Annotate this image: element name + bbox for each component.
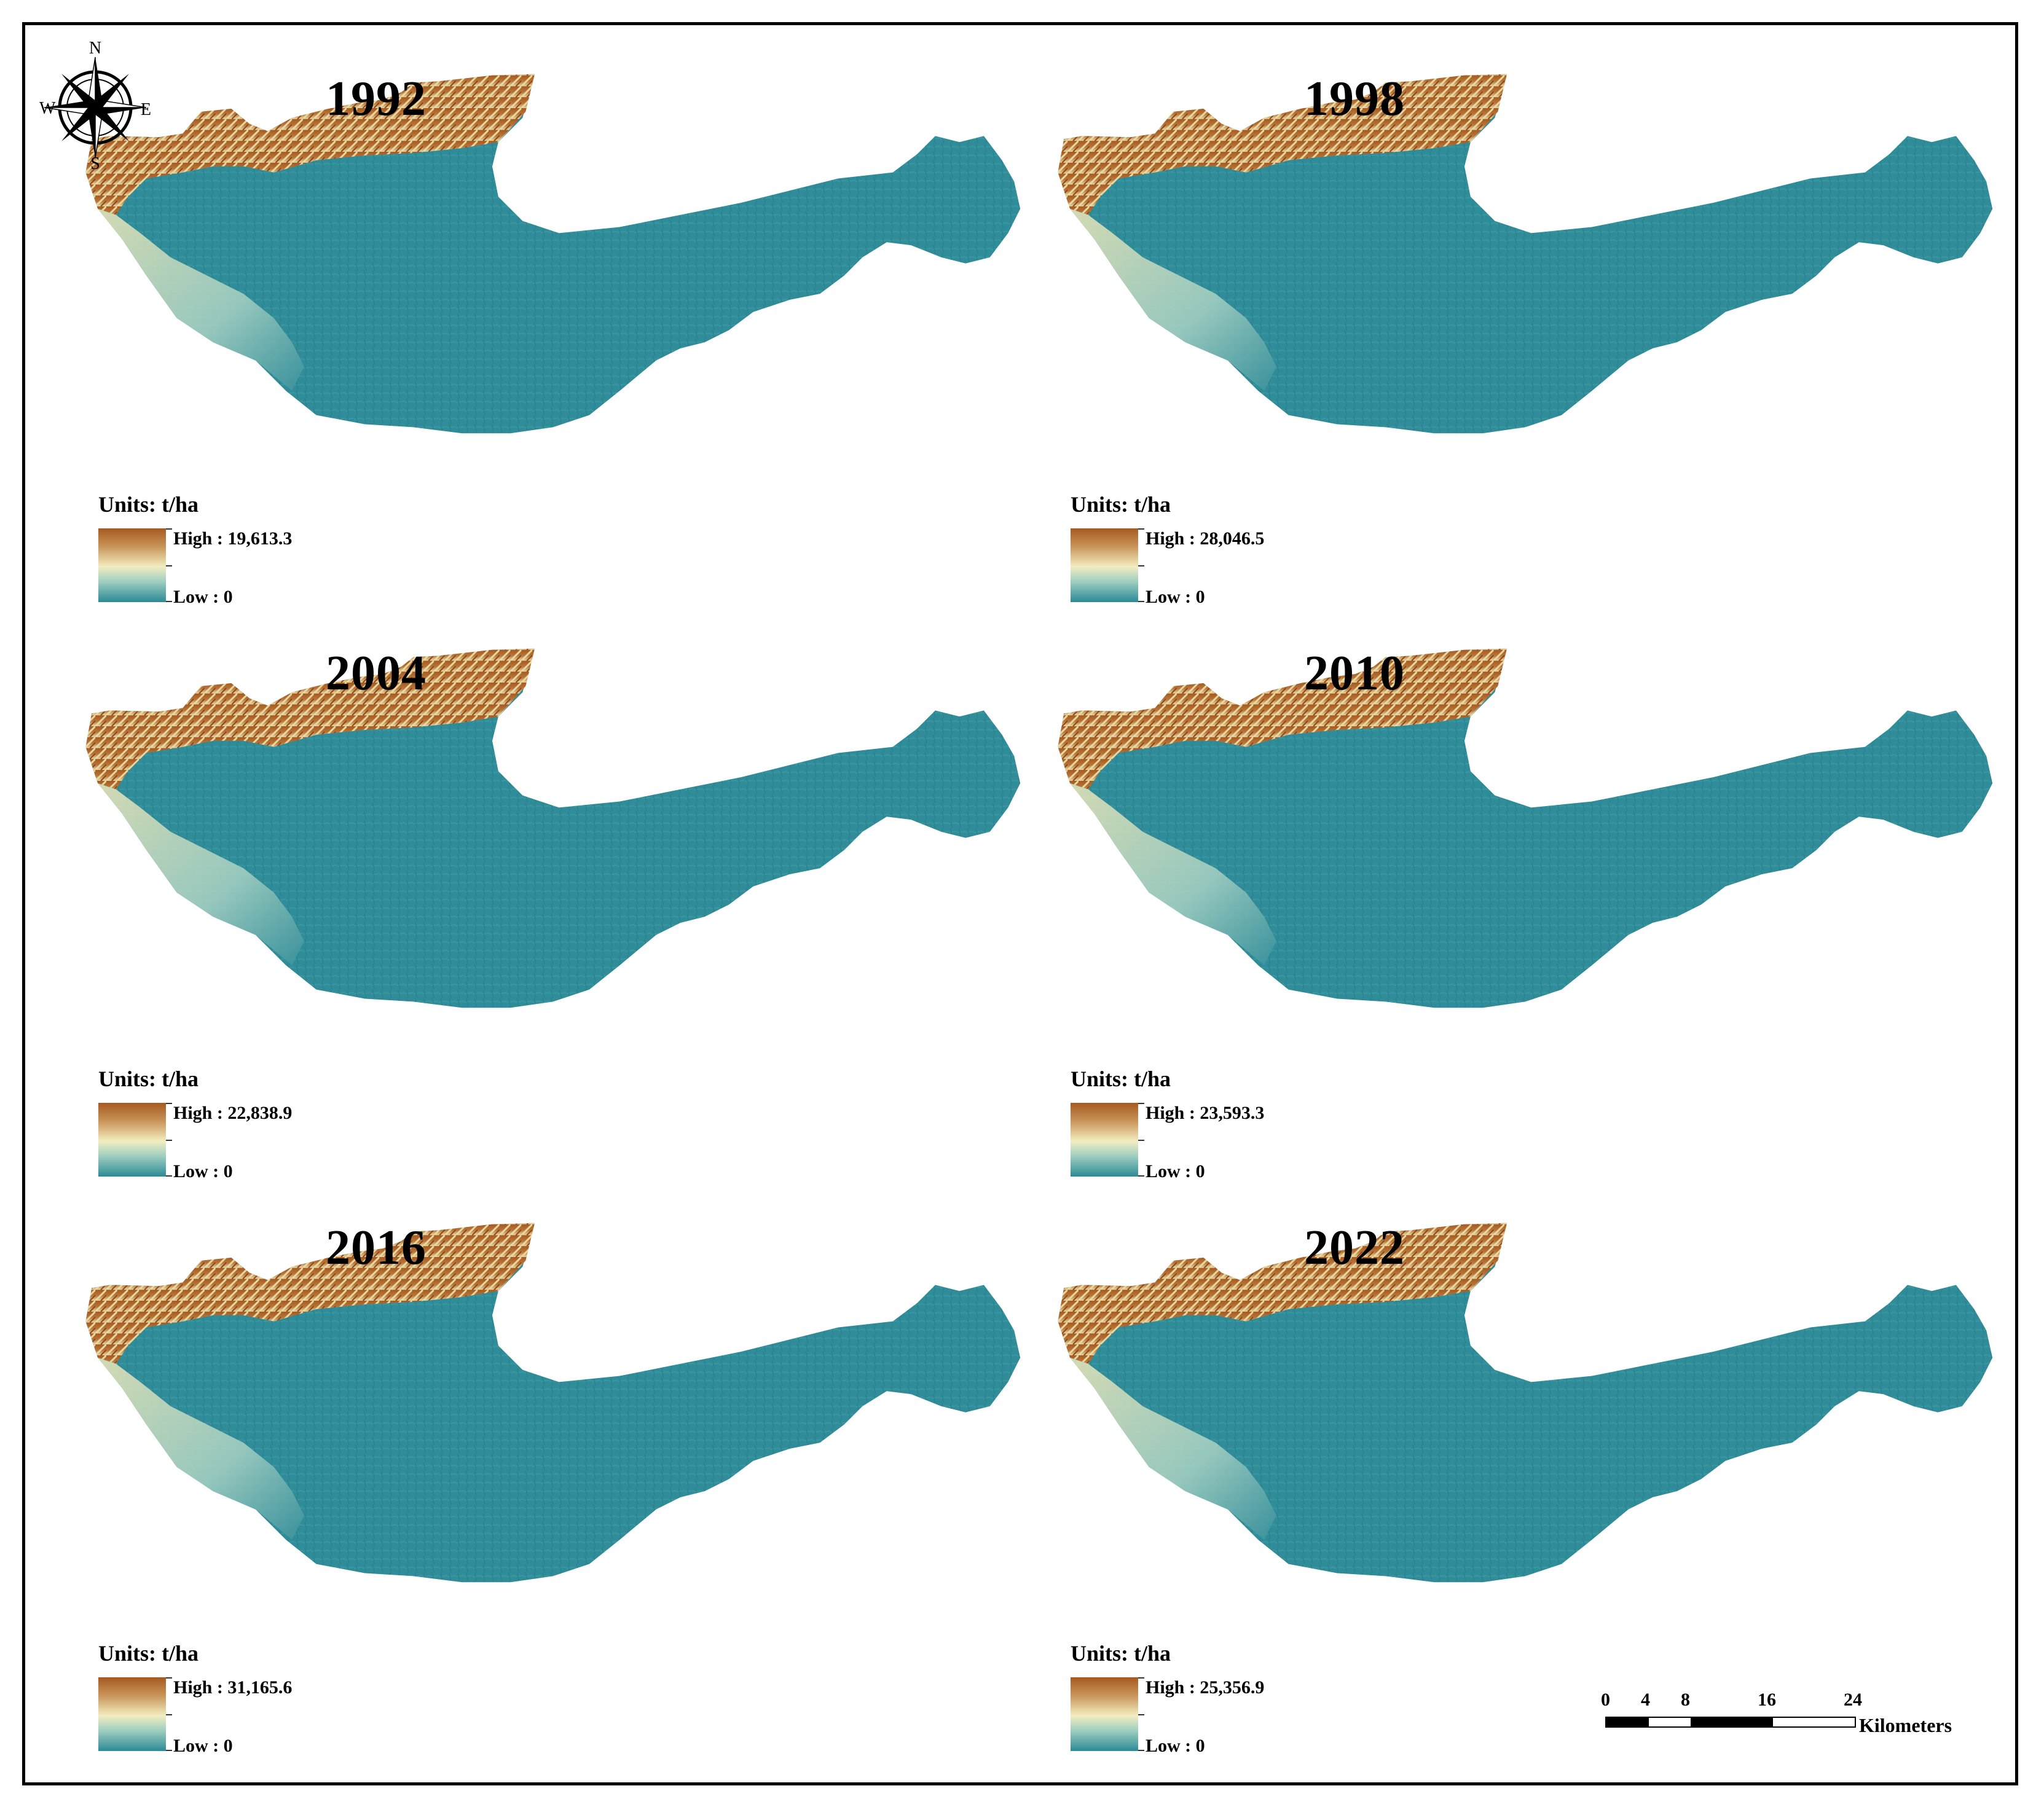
scale-segments [1605,1717,1856,1728]
north-arrow-compass-icon: N S W E [39,40,151,169]
legend-units: Units: t/ha [1071,492,1171,517]
legend-color-ramp [1071,1677,1138,1751]
legend-units: Units: t/ha [98,1067,199,1091]
legend-low: Low : 0 [1146,1161,1205,1181]
scale-tick-24: 24 [1844,1690,1862,1710]
erosion-map [1058,1223,1993,1583]
legend-high: High : 19,613.3 [173,528,293,549]
panel-year: 2004 [326,646,426,700]
map-panel-2010: 2010 Units: t/ha High : 23,593.3 Low : 0 [1028,611,1999,1186]
map-panel-1992: 1992 Units: t/ha High : 19,613.3 Low : 0 [55,37,1026,611]
legend-low: Low : 0 [173,1161,233,1181]
map-panel-2022: 2022 Units: t/ha High : 25,356.9 Low : 0 [1028,1186,1999,1760]
legend-color-ramp [98,1103,166,1177]
legend-high: High : 25,356.9 [1146,1677,1265,1698]
legend-low: Low : 0 [1146,587,1205,607]
legend-low: Low : 0 [1146,1736,1205,1756]
map-panel-1998: 1998 Units: t/ha High : 28,046.5 Low : 0 [1028,37,1999,611]
legend-units: Units: t/ha [1071,1641,1171,1666]
panel-year: 2010 [1304,646,1405,700]
legend-units: Units: t/ha [98,492,199,517]
panel-year: 1992 [326,72,426,126]
panel-year: 1998 [1304,72,1405,126]
map-panel-2004: 2004 Units: t/ha High : 22,838.9 Low : 0 [55,611,1026,1186]
legend-units: Units: t/ha [98,1641,199,1666]
legend-units: Units: t/ha [1071,1067,1171,1091]
legend-high: High : 22,838.9 [173,1103,293,1123]
legend-color-ramp [98,1677,166,1751]
legend-high: High : 31,165.6 [173,1677,293,1698]
erosion-map [1058,74,1993,434]
legend-color-ramp [1071,528,1138,602]
compass-s: S [90,154,100,169]
map-frame [22,22,2018,1785]
legend-low: Low : 0 [173,1736,233,1756]
erosion-map [85,1223,1021,1583]
erosion-map [1058,648,1993,1008]
scale-bar: 0 4 8 16 24 Kilometers [1598,1690,1979,1745]
scale-tick-8: 8 [1681,1690,1690,1710]
legend-color-ramp [1071,1103,1138,1177]
legend-high: High : 23,593.3 [1146,1103,1265,1123]
scale-tick-0: 0 [1601,1690,1610,1710]
scale-tick-16: 16 [1758,1690,1776,1710]
erosion-map [85,648,1021,1008]
scale-unit: Kilometers [1859,1714,1952,1736]
legend-high: High : 28,046.5 [1146,528,1265,549]
legend-color-ramp [98,528,166,602]
scale-tick-4: 4 [1641,1690,1650,1710]
legend-low: Low : 0 [173,587,233,607]
panel-year: 2016 [326,1221,426,1275]
compass-e: E [141,100,151,119]
compass-n: N [89,40,101,58]
panel-year: 2022 [1304,1221,1405,1275]
erosion-map [85,74,1021,434]
map-panel-2016: 2016 Units: t/ha High : 31,165.6 Low : 0 [55,1186,1026,1760]
compass-w: W [39,99,56,118]
